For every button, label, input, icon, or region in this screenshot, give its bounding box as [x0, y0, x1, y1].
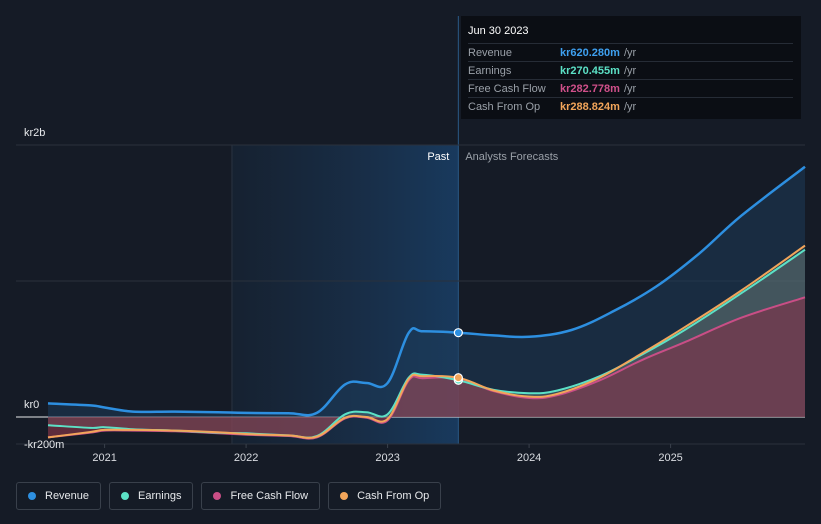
legend-label: Free Cash Flow — [230, 490, 309, 502]
x-tick-label: 2022 — [234, 452, 258, 464]
tooltip-row-cash-from-op: Cash From Op kr288.824m /yr — [468, 97, 793, 115]
legend-label: Earnings — [138, 490, 182, 502]
x-tick-label: 2024 — [517, 452, 541, 464]
tooltip: Jun 30 2023 Revenue kr620.280m /yr Earni… — [461, 16, 801, 119]
tooltip-unit: /yr — [623, 100, 637, 113]
highlight-markers — [453, 328, 463, 385]
free-cash-flow-area — [48, 297, 805, 439]
forecast-label: Analysts Forecasts — [465, 151, 558, 163]
x-tick-label: 2025 — [658, 452, 682, 464]
revenue-area — [48, 166, 805, 417]
tooltip-value: kr620.280m — [560, 46, 620, 59]
cash-from-op-marker — [453, 373, 463, 383]
tooltip-unit: /yr — [623, 82, 637, 95]
tooltip-label: Revenue — [468, 46, 513, 59]
y-tick-label: kr0 — [24, 399, 39, 411]
legend-label: Cash From Op — [357, 490, 430, 502]
tooltip-date: Jun 30 2023 — [468, 25, 529, 37]
y-axis-ticks: kr2b kr0 -kr200m — [24, 127, 64, 451]
tooltip-unit: /yr — [623, 64, 637, 77]
series-areas — [48, 166, 805, 439]
tooltip-label: Earnings — [468, 64, 512, 77]
tooltip-value: kr282.778m — [560, 82, 620, 95]
tooltip-value: kr270.455m — [560, 64, 620, 77]
tooltip-value: kr288.824m — [560, 100, 620, 113]
past-label: Past — [427, 151, 449, 163]
tooltip-row-earnings: Earnings kr270.455m /yr — [468, 61, 793, 79]
legend: Revenue Earnings Free Cash Flow Cash Fro… — [16, 482, 442, 510]
cash-from-op-dot-icon — [340, 492, 349, 500]
revenue-marker — [453, 328, 463, 338]
legend-item-cash-from-op[interactable]: Cash From Op — [328, 482, 442, 510]
tooltip-row-free-cash-flow: Free Cash Flow kr282.778m /yr — [468, 79, 793, 97]
y-tick-label: -kr200m — [24, 439, 64, 451]
tooltip-unit: /yr — [623, 46, 637, 59]
revenue-dot-icon — [28, 492, 36, 500]
legend-item-free-cash-flow[interactable]: Free Cash Flow — [201, 482, 321, 510]
legend-item-earnings[interactable]: Earnings — [109, 482, 194, 510]
revenue-line — [47, 165, 806, 417]
legend-label: Revenue — [45, 490, 90, 502]
x-tick-label: 2021 — [92, 452, 116, 464]
tooltip-row-revenue: Revenue kr620.280m /yr — [468, 43, 793, 61]
series-lines — [47, 165, 806, 440]
legend-item-revenue[interactable]: Revenue — [16, 482, 102, 510]
x-tick-label: 2023 — [375, 452, 399, 464]
y-tick-label: kr2b — [24, 127, 45, 139]
free-cash-flow-dot-icon — [213, 492, 222, 500]
cash-from-op-line — [47, 244, 806, 439]
x-axis-ticks: 2021 2022 2023 2024 2025 — [92, 444, 683, 464]
tooltip-label: Free Cash Flow — [468, 82, 546, 95]
earnings-dot-icon — [121, 492, 130, 500]
tooltip-label: Cash From Op — [468, 100, 541, 113]
